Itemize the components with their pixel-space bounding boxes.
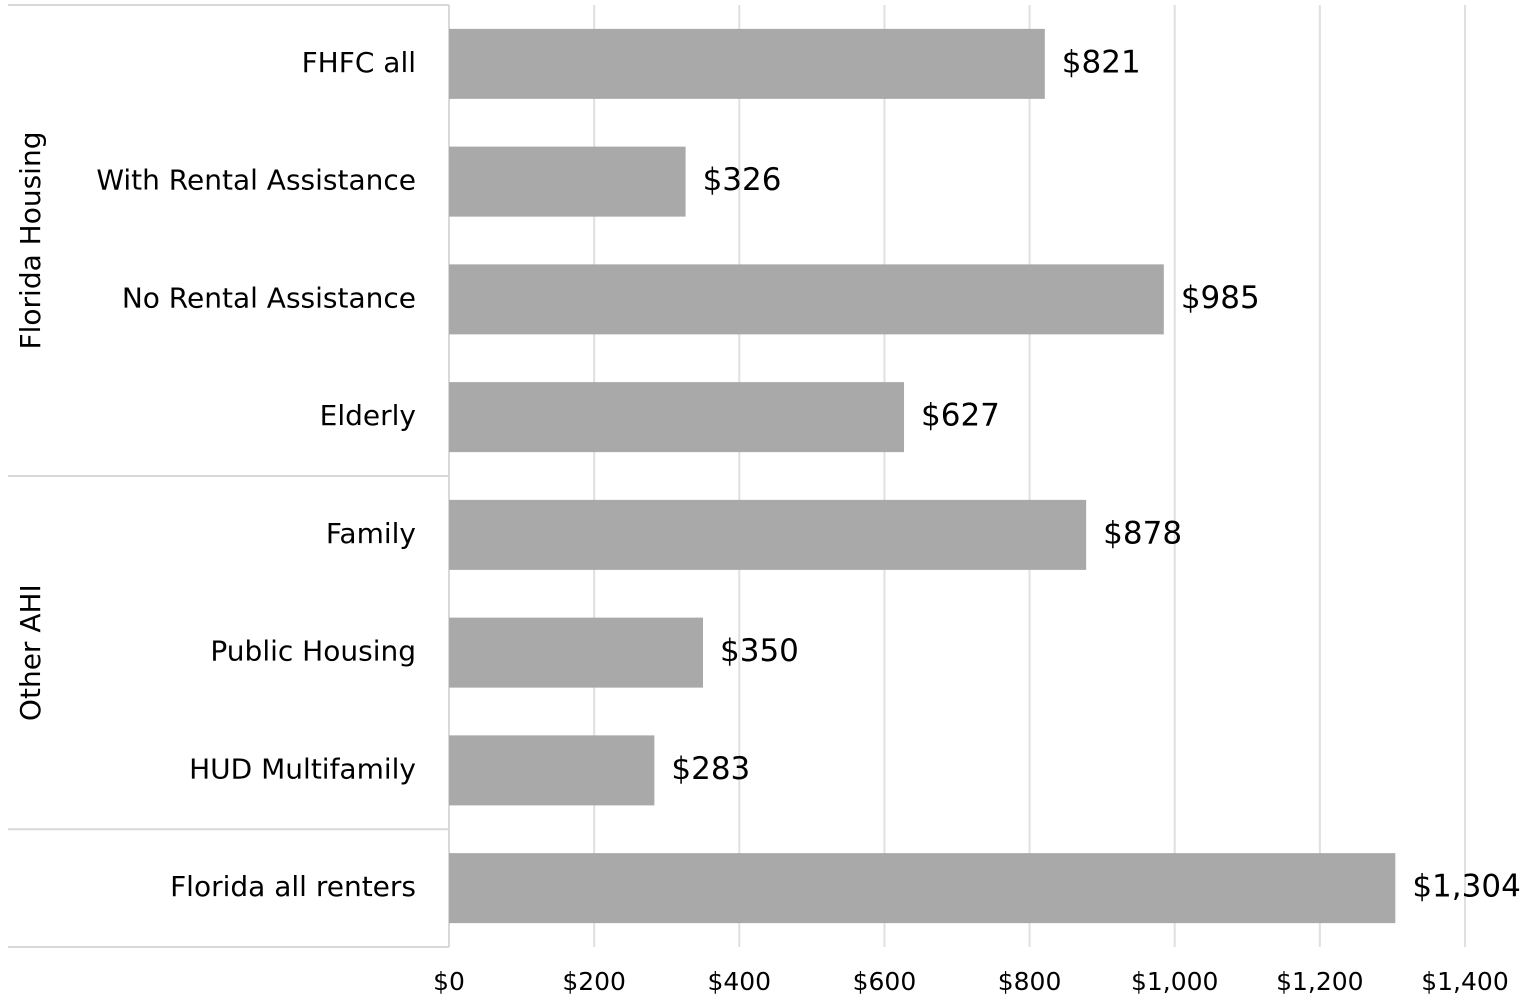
data-label: $985 <box>1181 280 1260 316</box>
data-label: $1,304 <box>1412 869 1520 905</box>
bar <box>449 499 1087 570</box>
x-tick-label: $1,200 <box>1276 967 1363 996</box>
bar <box>449 735 655 806</box>
bar <box>449 853 1396 924</box>
data-label: $326 <box>703 162 782 198</box>
x-tick-label: $1,400 <box>1421 967 1508 996</box>
bar <box>449 146 686 217</box>
bar <box>449 264 1164 335</box>
y-tick-label: FHFC all <box>302 46 416 79</box>
x-tick-label: $1,000 <box>1131 967 1218 996</box>
x-tick-label: $0 <box>433 967 465 996</box>
data-label: $627 <box>921 398 1000 434</box>
x-tick-label: $400 <box>707 967 771 996</box>
y-tick-label: Elderly <box>320 399 416 432</box>
y-tick-label: Public Housing <box>210 635 416 668</box>
y-tick-label: Florida all renters <box>170 870 416 903</box>
group-label: Other AHI <box>14 584 47 721</box>
data-label: $283 <box>671 751 750 787</box>
data-label: $878 <box>1103 515 1182 551</box>
bar <box>449 382 905 453</box>
y-tick-label: No Rental Assistance <box>122 281 416 314</box>
x-tick-label: $200 <box>562 967 626 996</box>
data-label: $350 <box>720 633 799 669</box>
y-tick-label: HUD Multifamily <box>189 752 416 785</box>
group-label: Florida Housing <box>14 132 47 350</box>
x-tick-label: $800 <box>998 967 1062 996</box>
bar <box>449 617 703 688</box>
y-tick-label: With Rental Assistance <box>96 164 416 197</box>
x-tick-label: $600 <box>853 967 917 996</box>
y-tick-label: Family <box>326 517 416 550</box>
data-label: $821 <box>1062 44 1141 80</box>
bar <box>449 28 1045 99</box>
